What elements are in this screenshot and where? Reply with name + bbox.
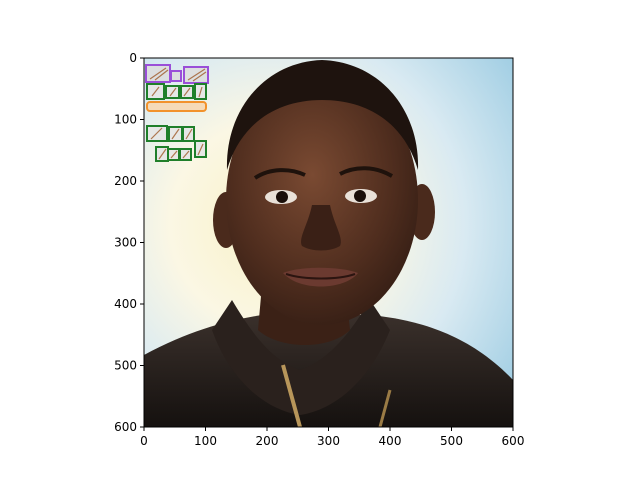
annotation-box-green-row2 (146, 125, 195, 142)
y-tick-label: 100 (114, 113, 137, 127)
y-tick-label: 300 (114, 236, 137, 250)
y-tick-label: 500 (114, 359, 137, 373)
x-tick-label: 200 (256, 434, 279, 448)
x-tick-label: 100 (194, 434, 217, 448)
annotation-box-orange (146, 101, 207, 112)
y-tick-label: 200 (114, 174, 137, 188)
annotation-overlay (145, 64, 209, 162)
x-tick-label: 600 (502, 434, 525, 448)
portrait-photo (144, 58, 513, 427)
x-tick-label: 500 (440, 434, 463, 448)
y-tick-label: 600 (114, 420, 137, 434)
y-axis: 0 100 200 300 400 500 600 (114, 51, 144, 434)
x-tick-label: 0 (140, 434, 148, 448)
x-axis: 0 100 200 300 400 500 600 (140, 427, 524, 448)
x-tick-label: 400 (379, 434, 402, 448)
y-tick-label: 0 (129, 51, 137, 65)
x-tick-label: 300 (317, 434, 340, 448)
y-tick-label: 400 (114, 297, 137, 311)
